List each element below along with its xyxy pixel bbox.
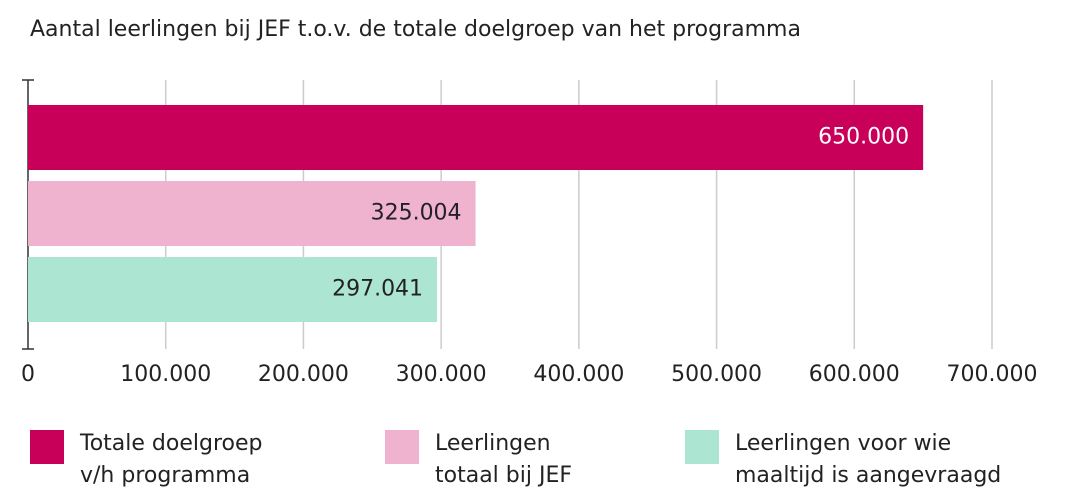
bar: [28, 257, 438, 322]
x-tick-label: 500.000: [671, 362, 762, 387]
bar: [28, 181, 476, 246]
x-tick-label: 300.000: [396, 362, 487, 387]
data-label: 297.041: [332, 277, 423, 302]
legend-label: Leerlingen voor wie maaltijd is aangevra…: [735, 431, 1002, 488]
chart-title: Aantal leerlingen bij JEF t.o.v. de tota…: [30, 17, 801, 42]
chart: Aantal leerlingen bij JEF t.o.v. de tota…: [21, 17, 1038, 387]
bar: [28, 105, 924, 170]
legend-label: Totale doelgroep v/h programma: [80, 431, 263, 488]
data-label: 650.000: [818, 125, 909, 150]
data-label: 325.004: [371, 201, 462, 226]
x-tick-label: 200.000: [258, 362, 349, 387]
legend-swatch: [685, 430, 719, 464]
x-tick-label: 400.000: [533, 362, 624, 387]
x-tick-label: 600.000: [809, 362, 900, 387]
x-tick-label: 100.000: [120, 362, 211, 387]
legend-swatch: [385, 430, 419, 464]
x-tick-label: 700.000: [947, 362, 1038, 387]
x-tick-label: 0: [21, 362, 35, 387]
legend-label: Leerlingen totaal bij JEF: [435, 431, 573, 488]
legend-swatch: [30, 430, 64, 464]
